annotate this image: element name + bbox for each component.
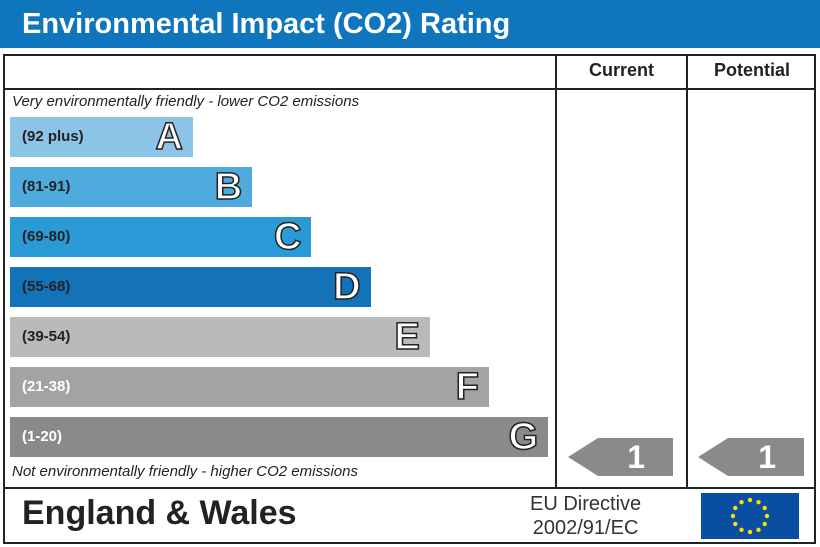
band-letter: D — [332, 265, 361, 309]
band-range: (21-38) — [22, 378, 71, 395]
region-label: England & Wales — [22, 494, 297, 532]
current-rating-value: 1 — [627, 439, 645, 475]
band-range: (39-54) — [22, 328, 71, 345]
divider — [557, 88, 816, 90]
star — [756, 527, 761, 533]
directive-line2: 2002/91/EC — [532, 517, 639, 539]
band-A: (92 plus) A — [10, 115, 193, 159]
divider — [3, 88, 556, 90]
chart-title: Environmental Impact (CO2) Rating — [0, 0, 820, 48]
band-letter: G — [508, 415, 539, 459]
arrow-shape — [698, 438, 804, 476]
eu-directive: EU Directive 2002/91/EC — [530, 492, 641, 540]
eu-flag-icon — [701, 493, 799, 539]
title-text: Environmental Impact (CO2) Rating — [22, 8, 511, 40]
band-E: (39-54) E — [10, 315, 430, 359]
band-B: (81-91) B — [10, 165, 253, 209]
band-D: (55-68) D — [10, 265, 371, 309]
star — [730, 513, 736, 519]
band-letter: A — [155, 115, 184, 159]
band-range: (81-91) — [22, 178, 71, 195]
band-C: (69-80) C — [10, 215, 312, 259]
band-range: (1-20) — [22, 428, 63, 445]
star — [733, 521, 738, 527]
star — [747, 529, 753, 535]
divider — [686, 54, 688, 488]
star — [764, 513, 770, 519]
star — [762, 505, 767, 511]
band-letter: F — [455, 365, 480, 409]
band-letter: C — [273, 215, 302, 259]
star — [756, 499, 761, 505]
bottom-note: Not environmentally friendly - higher CO… — [12, 463, 358, 480]
current-header: Current — [588, 60, 654, 80]
band-G: (1-20) G — [10, 415, 549, 459]
band-F: (21-38) F — [10, 365, 489, 409]
potential-rating-arrow: 1 — [698, 438, 804, 476]
divider — [3, 487, 816, 489]
star — [739, 499, 744, 505]
divider — [555, 54, 557, 488]
band-letter: E — [394, 315, 421, 359]
star — [747, 497, 753, 503]
potential-header: Potential — [713, 60, 790, 80]
current-rating-arrow: 1 — [568, 438, 673, 476]
potential-rating-value: 1 — [758, 439, 776, 475]
band-range: (92 plus) — [22, 128, 84, 145]
star — [733, 505, 738, 511]
band-range: (55-68) — [22, 278, 71, 295]
band-letter: B — [214, 165, 243, 209]
band-range: (69-80) — [22, 228, 71, 245]
star — [739, 527, 744, 533]
top-note: Very environmentally friendly - lower CO… — [12, 93, 360, 110]
directive-line1: EU Directive — [530, 493, 642, 515]
arrow-shape — [568, 438, 673, 476]
rating-frame — [3, 54, 816, 544]
star — [762, 521, 767, 527]
